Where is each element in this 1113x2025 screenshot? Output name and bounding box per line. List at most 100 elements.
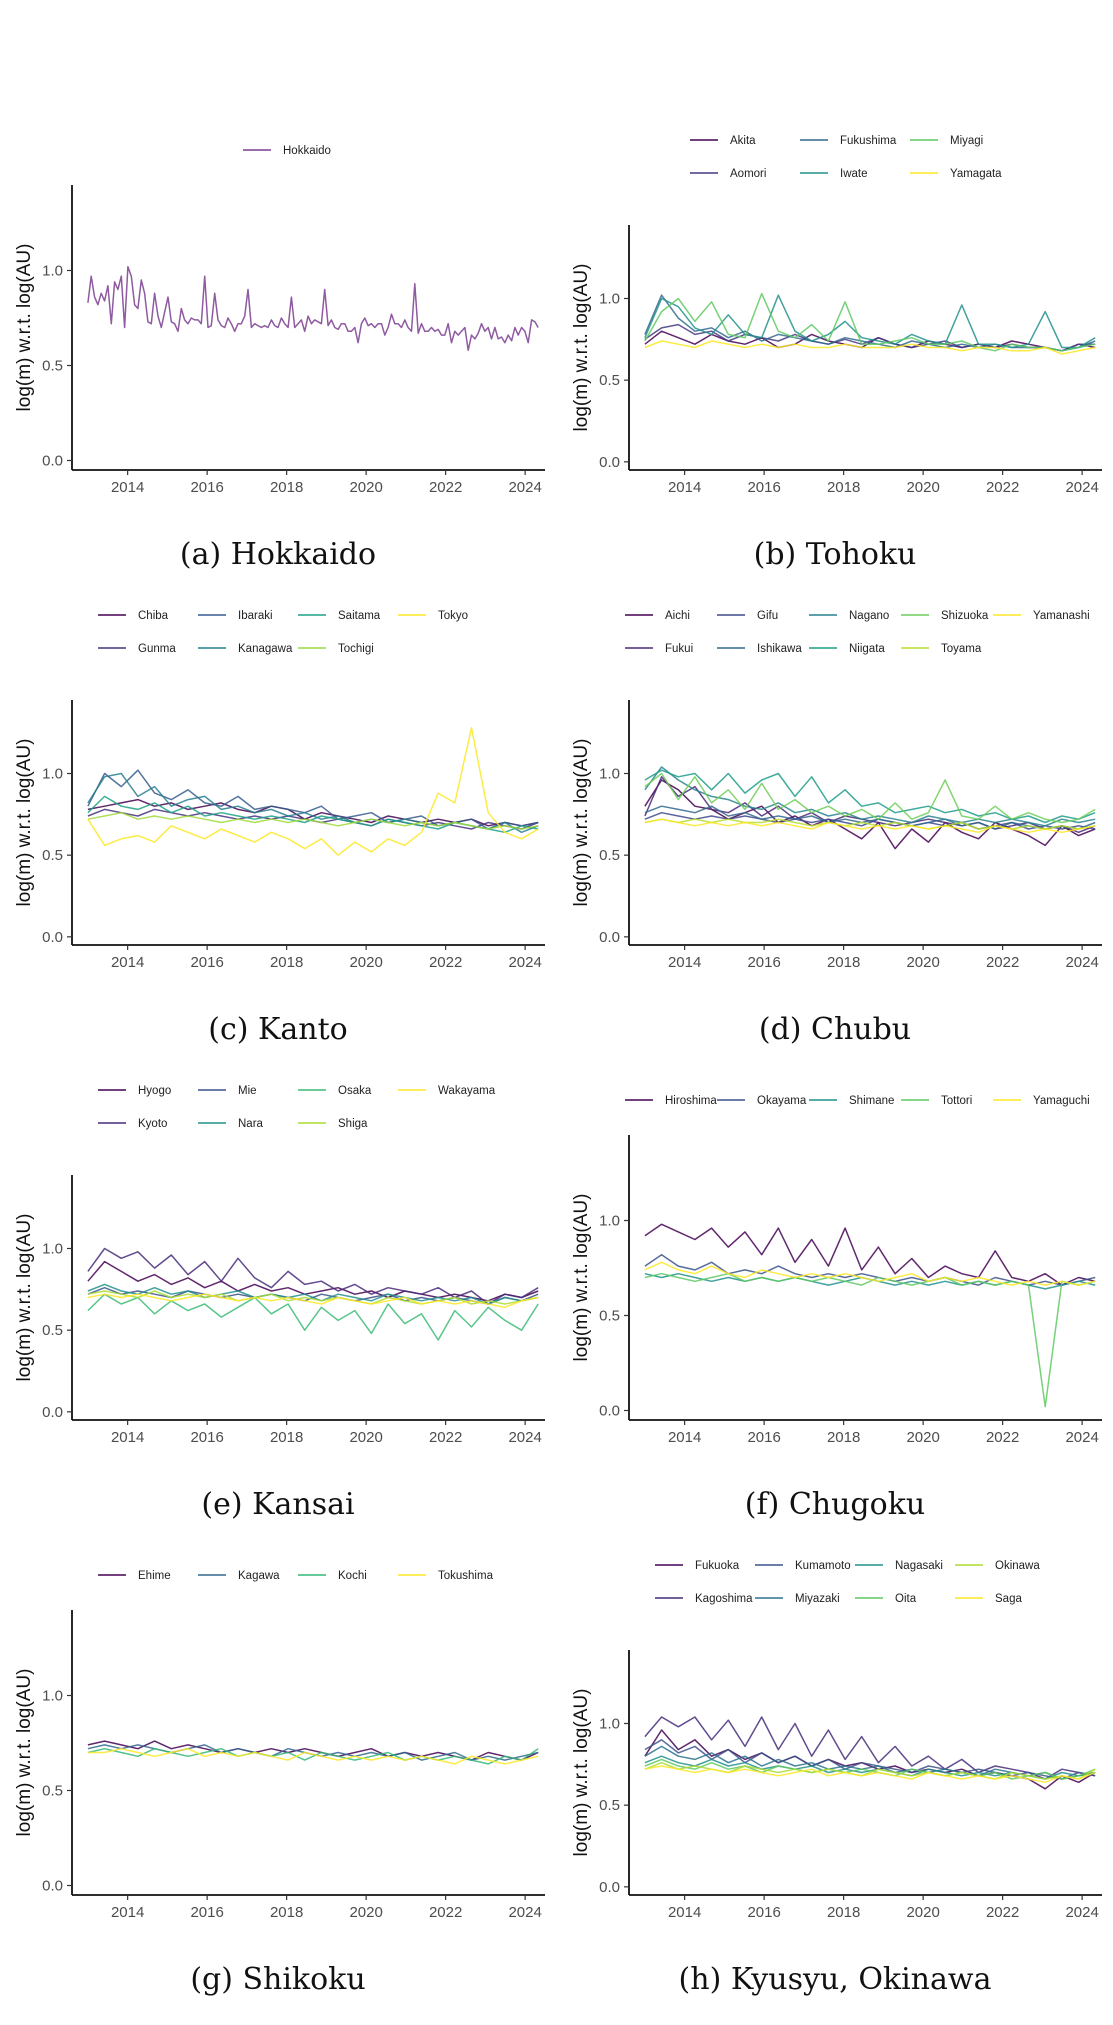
series-line-saga [644,1765,1096,1784]
y-tick-label: 1.0 [599,1213,620,1230]
figure-caption: (g) Shikoku [190,1962,366,1997]
y-tick-label: 0.0 [599,1403,620,1420]
legend-label: Gunma [138,643,176,655]
legend-item-kochi: Kochi [298,1570,367,1582]
x-tick-label: 2016 [747,1904,780,1921]
legend-item-okinawa: Okinawa [955,1560,1040,1572]
legend-item-nagano: Nagano [809,610,889,622]
legend-label: Fukushima [840,135,897,147]
series-line-niigata [644,769,1096,824]
legend-item-saga: Saga [955,1593,1022,1605]
legend-item-yamagata: Yamagata [910,168,1002,180]
x-tick-label: 2018 [270,479,303,496]
panel-chugoku: 0.0 0.5 1.0 2014 2016 2018 2020 2022 2024 log(m) … [557,950,1113,1522]
legend-item-iwate: Iwate [800,168,868,180]
y-tick-label: 1.0 [42,1241,63,1258]
series-line-kagawa [87,1744,539,1761]
plot-svg: 0.0 0.5 1.0 2014 2016 2018 2020 2022 2024 log(m) … [14,610,545,971]
legend-item-nagasaki: Nagasaki [855,1560,943,1572]
x-tick-label: 2024 [508,1904,541,1921]
x-tick-label: 2024 [1065,1904,1098,1921]
y-tick-label: 0.0 [599,929,620,946]
legend-label: Hiroshima [665,1095,717,1107]
y-tick-label: 0.5 [42,358,63,375]
figure-caption: (e) Kansai [201,1487,355,1522]
legend-item-fukui: Fukui [625,643,693,655]
legend-label: Niigata [849,643,885,655]
x-tick-label: 2020 [349,479,382,496]
series-line-hiroshima [644,1223,1096,1286]
x-tick-label: 2014 [668,954,701,971]
x-tick-label: 2014 [668,1429,701,1446]
series-line-tottori [644,1272,1096,1408]
legend-item-yamanashi: Yamanashi [993,610,1090,622]
legend-label: Tottori [941,1095,972,1107]
legend-item-shizuoka: Shizuoka [901,610,989,622]
series-line-ishikawa [644,805,1096,830]
x-tick-label: 2016 [190,954,223,971]
plot-svg: 0.0 0.5 1.0 2014 2016 2018 2020 2022 2024 log(m) … [14,1570,545,1921]
x-tick-label: 2016 [190,479,223,496]
legend-item-tottori: Tottori [901,1095,972,1107]
legend-label: Hokkaido [283,145,331,157]
series-line-yamaguchi [644,1261,1096,1286]
legend-item-saitama: Saitama [298,610,381,622]
panel-shikoku: 0.0 0.5 1.0 2014 2016 2018 2020 2022 2024 log(m) … [0,1425,556,1997]
legend-item-yamaguchi: Yamaguchi [993,1095,1090,1107]
legend-label: Oita [895,1593,917,1605]
x-tick-label: 2024 [508,1429,541,1446]
panel-hokkaido: 0.0 0.5 1.0 2014 2016 2018 2020 2022 2024 log(m) … [0,0,556,572]
legend-label: Nagasaki [895,1560,943,1572]
y-tick-label: 1.0 [42,1688,63,1705]
legend-label: Yamaguchi [1033,1095,1090,1107]
series-line-kochi [87,1747,539,1765]
legend-item-tochigi: Tochigi [298,643,374,655]
y-tick-label: 0.5 [599,372,620,389]
panel-kanto: 0.0 0.5 1.0 2014 2016 2018 2020 2022 2024 log(m) … [0,475,556,1047]
series-line-nara [87,1283,539,1305]
y-tick-label: 1.0 [42,263,63,280]
y-tick-label: 0.5 [599,1797,620,1814]
y-axis-label: log(m) w.r.t. log(AU) [14,739,35,907]
legend-item-mie: Mie [198,1085,257,1097]
y-tick-label: 0.0 [42,929,63,946]
x-tick-label: 2022 [429,479,462,496]
legend-label: Gifu [757,610,778,622]
x-tick-label: 2024 [1065,1429,1098,1446]
legend-item-gunma: Gunma [98,643,176,655]
legend-item-akita: Akita [690,135,756,147]
legend-label: Kagawa [238,1570,280,1582]
series-line-tokyo [87,727,539,856]
x-tick-label: 2018 [270,1429,303,1446]
series-line-shiga [87,1290,539,1305]
series-line-wakayama [87,1293,539,1309]
figure-caption: (c) Kanto [208,1012,348,1047]
legend-item-hyogo: Hyogo [98,1085,171,1097]
legend-item-miyazaki: Miyazaki [755,1593,840,1605]
x-tick-label: 2020 [906,1904,939,1921]
legend-label: Kanagawa [238,643,293,655]
x-tick-label: 2022 [986,1904,1019,1921]
legend-item-miyagi: Miyagi [910,135,983,147]
legend-item-kumamoto: Kumamoto [755,1560,851,1572]
legend-label: Fukuoka [695,1560,740,1572]
x-tick-label: 2020 [349,1904,382,1921]
series-line-fukushima [644,294,1096,352]
panel-kansai: 0.0 0.5 1.0 2014 2016 2018 2020 2022 2024 log(m) … [0,950,556,1522]
y-axis-label: log(m) w.r.t. log(AU) [571,1194,592,1362]
x-tick-label: 2014 [111,1429,144,1446]
legend-item-gifu: Gifu [717,610,778,622]
legend-label: Nagano [849,610,889,622]
legend-label: Nara [238,1118,264,1130]
legend-label: Miyazaki [795,1593,840,1605]
x-tick-label: 2022 [429,1429,462,1446]
series-line-aichi [644,779,1096,850]
x-tick-label: 2020 [906,954,939,971]
legend-label: Chiba [138,610,169,622]
figure-caption: (h) Kyusyu, Okinawa [678,1962,992,1997]
legend-label: Shimane [849,1095,894,1107]
series-line-tokushima [87,1747,539,1765]
legend-item-chiba: Chiba [98,610,169,622]
legend-label: Aomori [730,168,766,180]
y-tick-label: 0.0 [42,1404,63,1421]
